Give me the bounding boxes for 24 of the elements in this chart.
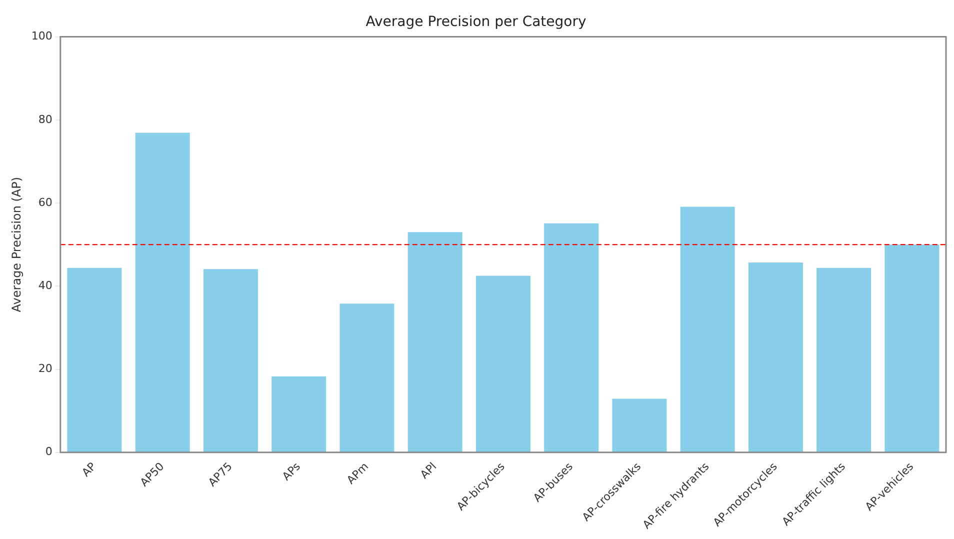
bar xyxy=(135,132,190,452)
bar xyxy=(408,232,462,452)
y-tick-label: 80 xyxy=(38,112,52,126)
bar xyxy=(748,262,803,452)
bar xyxy=(67,268,122,452)
x-tick-label: APs xyxy=(280,460,304,484)
bar xyxy=(203,269,258,452)
y-axis-title: Average Precision (AP) xyxy=(9,176,24,312)
bar xyxy=(680,206,735,452)
y-tick-label: 100 xyxy=(31,30,52,43)
y-tick-label: 40 xyxy=(38,279,52,292)
y-tick-label: 20 xyxy=(38,362,52,376)
bar xyxy=(340,304,394,452)
chart-title: Average Precision per Category xyxy=(366,14,586,30)
x-tick-label: AP xyxy=(79,460,99,480)
x-tick-label: APl xyxy=(418,460,440,482)
bar xyxy=(544,223,599,452)
y-tick-label: 0 xyxy=(45,445,52,458)
bar xyxy=(272,376,326,452)
bar xyxy=(612,398,667,452)
bar xyxy=(476,276,530,452)
bar xyxy=(816,268,872,452)
y-tick-label: 60 xyxy=(38,196,52,209)
bar xyxy=(884,244,940,452)
